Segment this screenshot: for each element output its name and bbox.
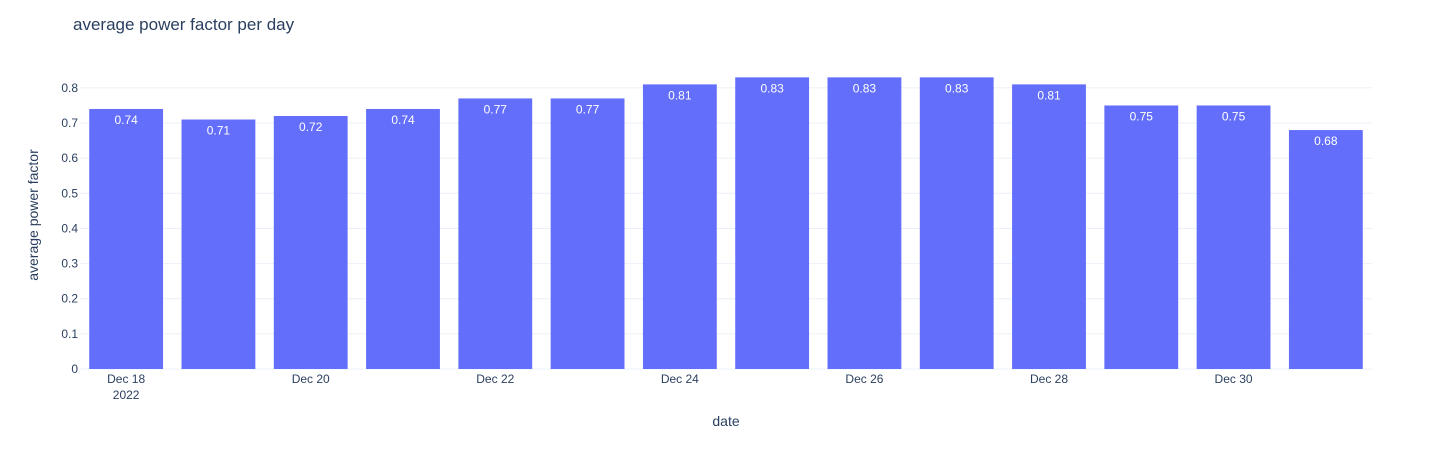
y-tick-label: 0: [71, 362, 78, 376]
bar-value-label: 0.83: [760, 81, 784, 95]
bar-value-label: 0.75: [1130, 109, 1154, 123]
bar-value-label: 0.75: [1222, 109, 1246, 123]
y-tick-label: 0.4: [61, 221, 78, 235]
bar: [181, 119, 256, 369]
y-tick-label: 0.6: [61, 151, 78, 165]
x-tick-label: Dec 20: [292, 372, 330, 386]
y-axis-title: average power factor: [25, 149, 41, 281]
chart-title: average power factor per day: [73, 15, 295, 34]
y-tick-label: 0.2: [61, 292, 78, 306]
bar: [89, 108, 164, 369]
x-tick-label: Dec 28: [1030, 372, 1068, 386]
bar: [827, 77, 902, 369]
y-tick-label: 0.3: [61, 257, 78, 271]
bar: [735, 77, 810, 369]
x-tick-label: Dec 18: [107, 372, 145, 386]
bar: [1288, 130, 1363, 369]
bar-value-label: 0.81: [1037, 88, 1061, 102]
bar-value-labels: 0.74 0.71 0.72 0.74 0.77 0.77 0.81 0.83 0.83 0.83…: [114, 81, 1337, 148]
bar-value-label: 0.74: [391, 113, 415, 127]
x-axis-ticks: Dec 18 2022 Dec 20 Dec 22 Dec 24 Dec 26 Dec 28…: [107, 372, 1253, 402]
x-tick-year-label: 2022: [113, 388, 140, 402]
bar: [273, 116, 348, 369]
y-tick-label: 0.1: [61, 327, 78, 341]
bar-value-label: 0.77: [576, 102, 600, 116]
bars: [89, 77, 1363, 369]
bar: [919, 77, 994, 369]
x-tick-label: Dec 30: [1215, 372, 1253, 386]
x-tick-label: Dec 22: [476, 372, 514, 386]
bar-value-label: 0.74: [114, 113, 138, 127]
bar-value-label: 0.81: [668, 88, 692, 102]
bar-value-label: 0.68: [1314, 134, 1338, 148]
y-axis-ticks: 0 0.1 0.2 0.3 0.4 0.5 0.6 0.7 0.8: [61, 81, 78, 376]
bar: [366, 108, 440, 369]
y-tick-label: 0.5: [61, 186, 78, 200]
bar: [1012, 84, 1086, 369]
bar-value-label: 0.71: [207, 124, 231, 138]
bar: [642, 84, 717, 369]
bar: [1104, 105, 1179, 369]
y-tick-label: 0.8: [61, 81, 78, 95]
bar: [550, 98, 625, 369]
bar-value-label: 0.77: [484, 102, 508, 116]
bar: [1196, 105, 1271, 369]
bar: [458, 98, 533, 369]
bar-value-label: 0.83: [853, 81, 877, 95]
x-tick-label: Dec 26: [845, 372, 883, 386]
x-axis-title: date: [712, 413, 739, 429]
bar-value-label: 0.83: [945, 81, 969, 95]
bar-value-label: 0.72: [299, 120, 323, 134]
x-tick-label: Dec 24: [661, 372, 699, 386]
y-tick-label: 0.7: [61, 116, 78, 130]
